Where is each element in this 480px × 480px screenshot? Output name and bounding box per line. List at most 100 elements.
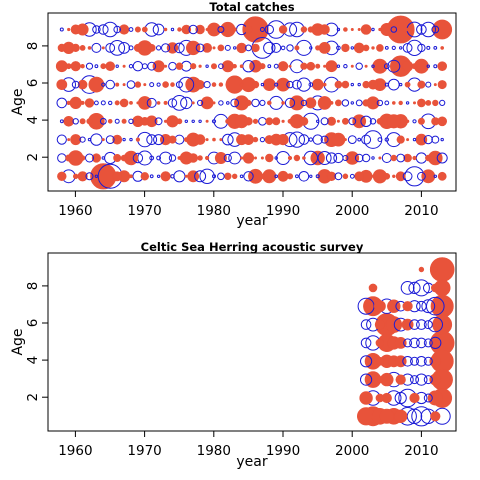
catch-negative-bubble <box>260 82 265 87</box>
survey-negative-bubble <box>423 356 433 366</box>
survey-negative-bubble <box>360 337 372 349</box>
survey-positive-bubble <box>368 283 378 293</box>
catch-negative-bubble <box>406 39 423 57</box>
catch-positive-bubble <box>138 96 152 110</box>
catch-negative-bubble <box>259 137 265 143</box>
catch-negative-bubble <box>72 118 79 125</box>
catch-positive-bubble <box>221 60 234 73</box>
catch-negative-bubble <box>357 82 361 87</box>
survey-positive-bubble <box>375 338 385 348</box>
catch-positive-bubble <box>319 24 330 35</box>
catch-negative-bubble <box>399 46 403 50</box>
catch-negative-bubble <box>341 99 350 107</box>
catch-negative-bubble <box>79 136 86 143</box>
catch-positive-bubble <box>219 138 223 142</box>
panel1-bubbles <box>55 15 453 190</box>
catch-positive-bubble <box>383 173 391 180</box>
catch-negative-bubble <box>336 45 341 51</box>
catch-negative-bubble <box>171 95 188 111</box>
catch-negative-bubble <box>188 24 198 35</box>
catch-negative-bubble <box>59 119 64 124</box>
catch-positive-bubble <box>305 97 317 109</box>
catch-positive-bubble <box>245 99 252 106</box>
catch-positive-bubble <box>264 135 274 145</box>
catch-negative-bubble <box>371 64 375 68</box>
catch-positive-bubble <box>265 117 274 126</box>
catch-negative-bubble <box>420 21 436 38</box>
catch-negative-bubble <box>280 45 286 51</box>
catch-negative-bubble <box>98 24 109 35</box>
catch-negative-bubble <box>440 137 444 142</box>
catch-negative-bubble <box>391 45 396 51</box>
catch-negative-bubble <box>85 153 94 163</box>
catch-negative-bubble <box>128 45 134 51</box>
survey-negative-bubble <box>400 281 415 295</box>
panel1-x-axis-label: year <box>236 213 267 229</box>
catch-negative-bubble <box>347 135 357 145</box>
catch-positive-bubble <box>262 78 276 91</box>
catch-positive-bubble <box>214 152 227 165</box>
catch-negative-bubble <box>174 42 185 54</box>
panel2-bubbles <box>357 257 455 427</box>
catch-positive-bubble <box>90 163 117 190</box>
panel2-x-tick-label: 2000 <box>335 443 369 459</box>
panel2-y-tick-label: 6 <box>25 319 41 328</box>
catch-positive-bubble <box>147 44 156 52</box>
panel1-y-tick-label: 2 <box>25 153 41 162</box>
catch-negative-bubble <box>146 97 157 108</box>
catch-positive-bubble <box>236 42 247 54</box>
survey-positive-bubble <box>385 316 403 333</box>
catch-positive-bubble <box>195 79 205 90</box>
catch-positive-bubble <box>57 171 67 182</box>
catch-positive-bubble <box>115 82 120 87</box>
panel1-x-tick-label: 1990 <box>266 203 300 219</box>
survey-positive-bubble <box>394 409 408 423</box>
catch-positive-bubble <box>353 42 365 54</box>
catch-positive-bubble <box>323 64 327 68</box>
catch-positive-bubble <box>299 116 309 126</box>
catch-negative-bubble <box>251 98 260 108</box>
catch-positive-bubble <box>225 82 231 87</box>
catch-negative-bubble <box>377 137 383 143</box>
catch-negative-bubble <box>56 134 67 145</box>
catch-positive-bubble <box>326 116 336 126</box>
survey-positive-bubble <box>429 355 442 368</box>
catch-positive-bubble <box>392 174 396 179</box>
catch-negative-bubble <box>320 135 329 144</box>
catch-positive-bubble <box>212 46 216 50</box>
catch-negative-bubble <box>199 168 215 185</box>
catch-positive-bubble <box>79 45 86 51</box>
catch-positive-bubble <box>277 134 289 146</box>
catch-negative-bubble <box>115 64 119 68</box>
catch-positive-bubble <box>357 27 361 31</box>
catch-positive-bubble <box>289 95 305 111</box>
catch-positive-bubble <box>87 46 92 50</box>
catch-positive-bubble <box>425 154 432 162</box>
catch-positive-bubble <box>311 78 324 91</box>
catch-negative-bubble <box>371 27 375 32</box>
catch-negative-bubble <box>402 43 413 53</box>
survey-negative-bubble <box>416 356 427 367</box>
catch-positive-bubble <box>119 98 129 108</box>
catch-positive-bubble <box>281 101 285 105</box>
catch-positive-bubble <box>243 134 254 145</box>
catch-negative-bubble <box>224 44 231 51</box>
panel2-x-tick-label: 2010 <box>404 443 438 459</box>
catch-negative-bubble <box>308 137 313 142</box>
panel1-x-tick-label: 2010 <box>404 203 438 219</box>
catch-negative-bubble <box>168 154 177 162</box>
catch-positive-bubble <box>225 118 231 124</box>
catch-positive-bubble <box>307 26 314 33</box>
catch-positive-bubble <box>251 80 260 89</box>
catch-negative-bubble <box>85 62 94 70</box>
catch-positive-bubble <box>252 118 259 124</box>
panel1-y-tick-label: 6 <box>25 79 41 88</box>
catch-positive-bubble <box>395 171 406 182</box>
catch-positive-bubble <box>100 63 107 70</box>
catch-positive-bubble <box>336 119 340 123</box>
catch-negative-bubble <box>336 64 341 68</box>
catch-positive-bubble <box>205 27 209 31</box>
catch-positive-bubble <box>252 136 259 143</box>
catch-negative-bubble <box>417 171 426 181</box>
catch-negative-bubble <box>383 63 390 70</box>
